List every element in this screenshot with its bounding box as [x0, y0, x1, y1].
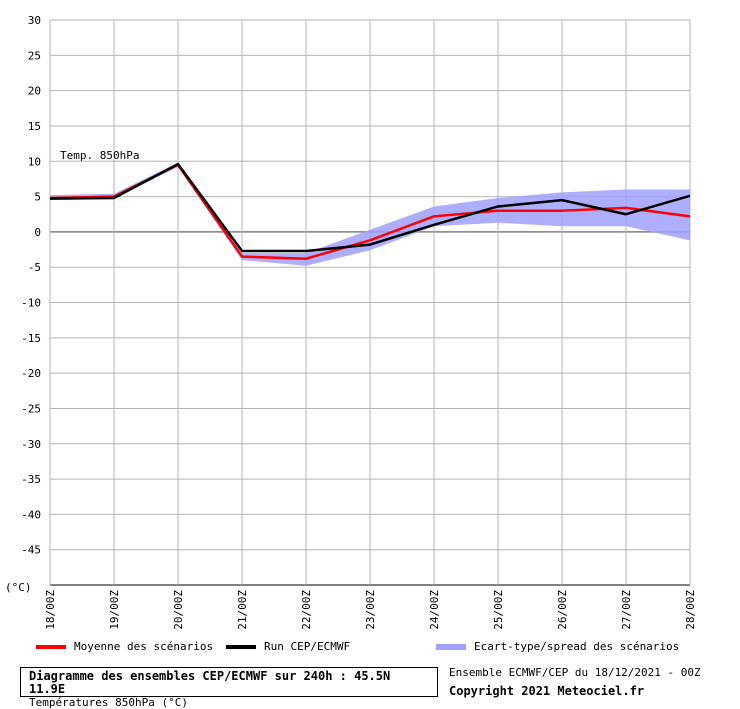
- x-axis-ticks: 18/00Z 19/00Z 20/00Z 21/00Z 22/00Z 23/00Z 24/0…: [44, 590, 697, 630]
- x-tick-label: 21/00Z: [236, 590, 249, 630]
- grid: [49, 19, 691, 586]
- legend-label-run: Run CEP/ECMWF: [264, 640, 351, 653]
- y-tick-label: 20: [28, 85, 41, 98]
- x-tick-label: 27/00Z: [620, 590, 633, 630]
- x-tick-label: 19/00Z: [108, 590, 121, 630]
- legend-item-run: Run CEP/ECMWF: [226, 640, 350, 653]
- legend-item-mean: Moyenne des scénarios: [36, 640, 213, 653]
- y-tick-label: 15: [28, 120, 41, 133]
- y-tick-label: -5: [28, 261, 41, 274]
- y-tick-label: -20: [21, 367, 41, 380]
- copyright: Copyright 2021 Meteociel.fr: [449, 684, 645, 698]
- y-tick-label: -30: [21, 438, 41, 451]
- x-tick-label: 24/00Z: [428, 590, 441, 630]
- legend-label-spread: Ecart-type/spread des scénarios: [474, 640, 680, 653]
- x-tick-label: 18/00Z: [44, 590, 57, 630]
- x-tick-label: 28/00Z: [684, 590, 697, 630]
- series-line-run: [49, 162, 691, 253]
- y-tick-label: 30: [28, 14, 41, 27]
- legend-item-spread: Ecart-type/spread des scénarios: [436, 640, 679, 653]
- chart-title-box: Diagramme des ensembles CEP/ECMWF sur 24…: [20, 667, 438, 709]
- legend-swatch-run: [226, 645, 256, 649]
- legend-swatch-mean: [36, 645, 66, 649]
- y-tick-label: 10: [28, 155, 41, 168]
- y-tick-label: -45: [21, 544, 41, 557]
- y-tick-label: -25: [21, 402, 41, 415]
- ensemble-chart: 30 25 20 15 10 5 0 -5 -10 -15 -20 -25 -30 -35 -40 -45 1…: [5, 14, 697, 630]
- y-unit-label: (°C): [5, 581, 32, 594]
- ensemble-info: Ensemble ECMWF/CEP du 18/12/2021 - 00Z: [449, 666, 701, 679]
- series-lines: [49, 162, 691, 260]
- y-tick-label: -40: [21, 508, 41, 521]
- x-tick-label: 26/00Z: [556, 590, 569, 630]
- y-tick-label: -35: [21, 473, 41, 486]
- legend-label-mean: Moyenne des scénarios: [74, 640, 214, 653]
- y-tick-label: 5: [34, 191, 41, 204]
- y-tick-label: 25: [28, 49, 41, 62]
- x-tick-label: 25/00Z: [492, 590, 505, 630]
- y-axis-ticks: 30 25 20 15 10 5 0 -5 -10 -15 -20 -25 -30 -35 -40 -45: [21, 14, 41, 557]
- x-tick-label: 23/00Z: [364, 590, 377, 630]
- y-tick-label: 0: [34, 226, 41, 239]
- chart-title: Diagramme des ensembles CEP/ECMWF sur 24…: [29, 669, 391, 696]
- x-tick-label: 22/00Z: [300, 590, 313, 630]
- y-tick-label: -15: [21, 332, 41, 345]
- chart-annotation: Temp. 850hPa: [60, 149, 139, 162]
- chart-subtitle: Températures 850hPa (°C): [29, 696, 188, 709]
- x-tick-label: 20/00Z: [172, 590, 185, 630]
- legend-swatch-spread: [436, 644, 466, 650]
- y-tick-label: -10: [21, 297, 41, 310]
